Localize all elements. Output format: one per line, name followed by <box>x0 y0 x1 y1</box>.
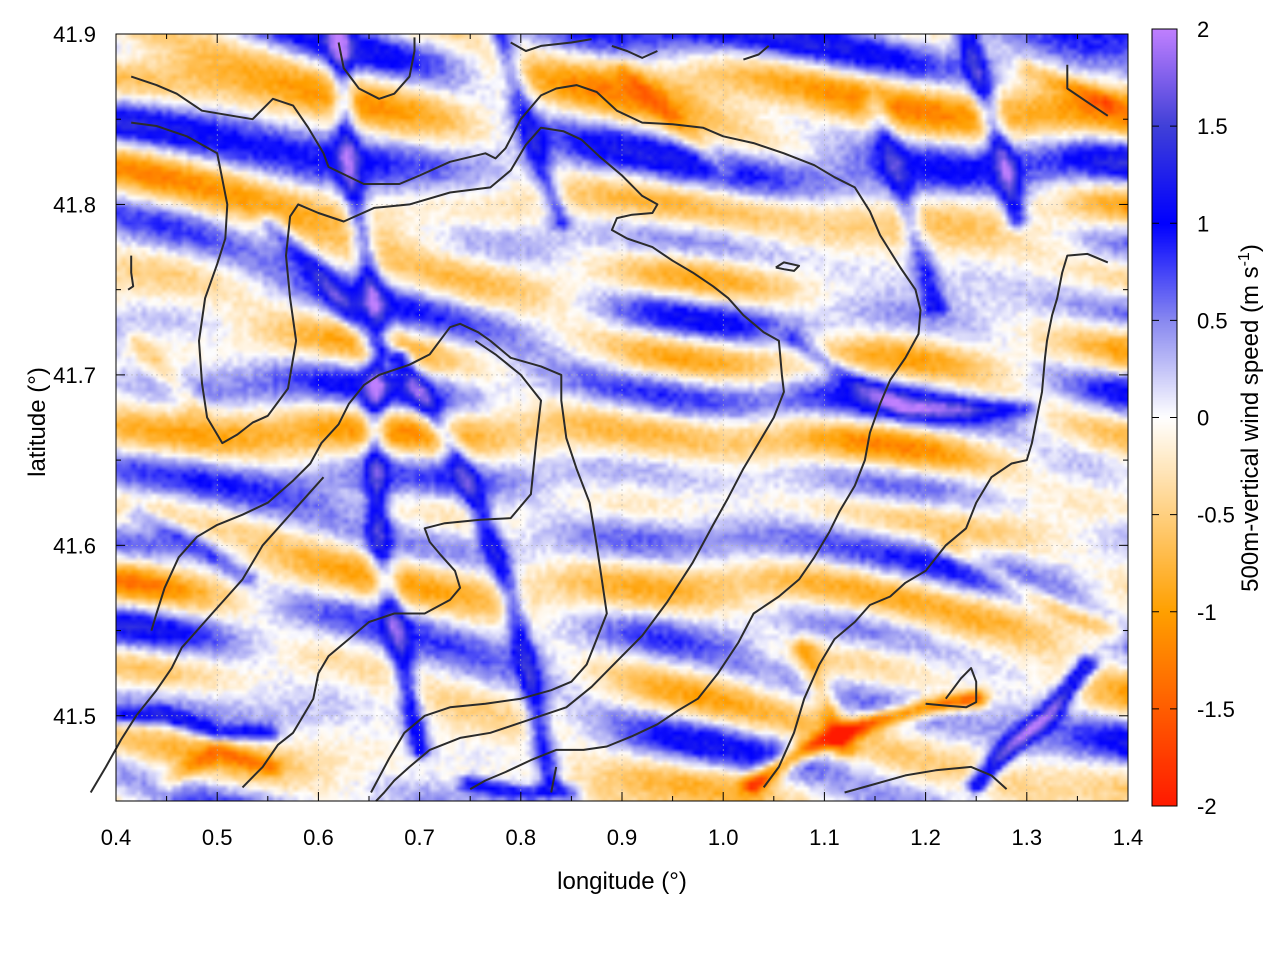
x-tick-label: 1.3 <box>1012 825 1043 850</box>
x-tick-label: 0.9 <box>607 825 638 850</box>
y-axis-title: latitude (°) <box>24 367 51 477</box>
terrain-contour-line <box>1066 64 1109 117</box>
x-tick-label: 0.6 <box>303 825 334 850</box>
y-tick-label: 41.7 <box>53 363 96 388</box>
y-tick-label: 41.5 <box>53 704 96 729</box>
plot-area: 0.4 0.5 0.6 0.7 0.8 0.9 1.0 1.1 1.2 1.3 1.4 41.541… <box>53 22 1143 850</box>
x-tick-label: 0.4 <box>101 825 132 850</box>
heatmap-field <box>116 34 1128 801</box>
x-tick-label: 0.8 <box>506 825 537 850</box>
terrain-contour-line <box>550 766 558 793</box>
colorbar-tick-label: 2 <box>1197 17 1209 42</box>
terrain-contour-line <box>743 45 770 61</box>
x-tick-label: 1.1 <box>809 825 840 850</box>
terrain-contour-line <box>89 476 325 794</box>
colorbar: 2 1.5 1 0.5 0 -0.5 -1 -1.5 -2 <box>1151 17 1235 819</box>
terrain-contour-line <box>762 252 1109 788</box>
grid <box>116 34 1128 801</box>
terrain-contour-line <box>130 75 922 790</box>
y-tick-label: 41.8 <box>53 192 96 217</box>
terrain-contour-line <box>150 322 608 793</box>
colorbar-title-prefix: 500m-vertical wind speed (m s <box>1237 266 1264 591</box>
y-tick-label: 41.9 <box>53 22 96 47</box>
colorbar-tick-label: 0 <box>1197 406 1209 431</box>
terrain-contour-line <box>241 339 542 789</box>
colorbar-tick-label: 1.5 <box>1197 114 1228 139</box>
y-tick-label: 41.6 <box>53 533 96 558</box>
terrain-contour-line <box>611 44 658 59</box>
colorbar-ticks: 2 1.5 1 0.5 0 -0.5 -1 -1.5 -2 <box>1152 17 1235 819</box>
x-tick-label: 1.0 <box>708 825 739 850</box>
terrain-contour-line <box>844 765 1008 794</box>
colorbar-title-suffix: ) <box>1237 244 1264 252</box>
terrain-contour-line <box>127 255 135 291</box>
terrain-contour-line <box>775 261 801 272</box>
colorbar-tick-label: -1.5 <box>1197 697 1235 722</box>
x-tick-label: 1.4 <box>1113 825 1144 850</box>
x-tick-label: 0.5 <box>202 825 233 850</box>
colorbar-title-exponent: -1 <box>1236 252 1253 266</box>
y-axis-ticks: 41.5 41.6 41.7 41.8 41.9 <box>53 22 1128 729</box>
colorbar-tick-label: 0.5 <box>1197 308 1228 333</box>
colorbar-tick-label: -2 <box>1197 794 1217 819</box>
terrain-contours <box>89 37 1109 802</box>
terrain-contour-line <box>510 38 592 52</box>
colorbar-title: 500m-vertical wind speed (m s-1) <box>1236 244 1264 592</box>
terrain-contour-line <box>337 37 416 100</box>
x-axis-title: longitude (°) <box>557 868 687 895</box>
terrain-contour-line <box>131 121 785 802</box>
terrain-contour-line <box>925 667 978 709</box>
colorbar-tick-label: -1 <box>1197 600 1217 625</box>
x-tick-label: 1.2 <box>910 825 941 850</box>
colorbar-tick-label: -0.5 <box>1197 503 1235 528</box>
x-tick-label: 0.7 <box>404 825 435 850</box>
x-axis-ticks: 0.4 0.5 0.6 0.7 0.8 0.9 1.0 1.1 1.2 1.3 1.4 <box>101 34 1144 850</box>
colorbar-tick-label: 1 <box>1197 211 1209 236</box>
